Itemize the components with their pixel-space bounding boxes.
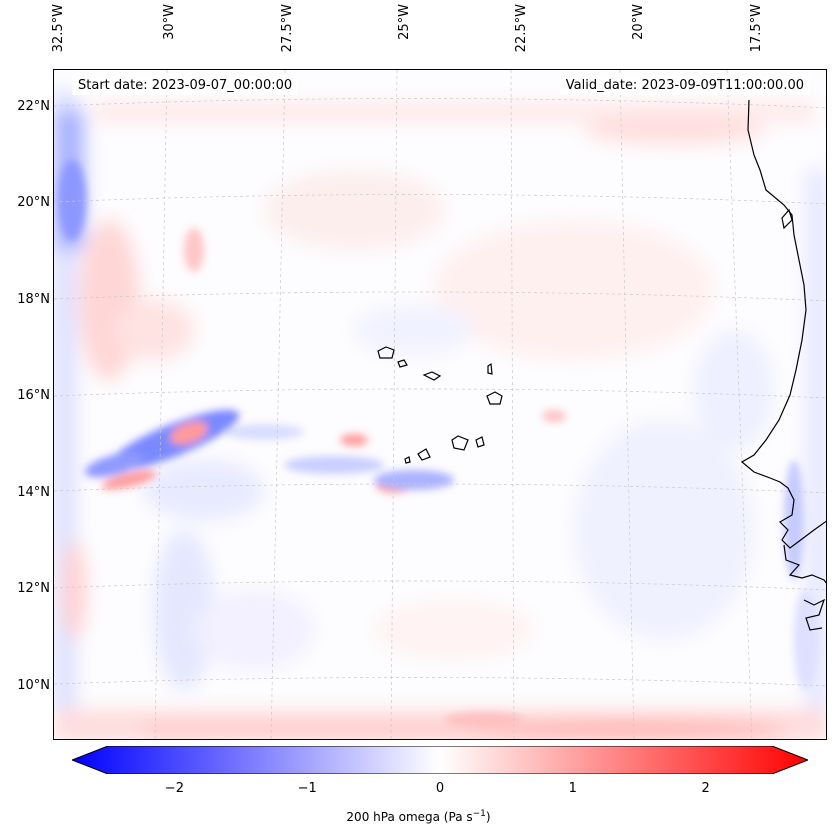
lat-label: 12°N — [17, 581, 50, 597]
island-sal — [487, 362, 493, 375]
lat-label: 18°N — [17, 291, 50, 307]
colorbar-gradient — [72, 746, 808, 774]
lat-label: 16°N — [17, 388, 50, 404]
colorbar-tick-label: −1 — [297, 781, 317, 796]
island-santiago — [451, 435, 469, 451]
lon-label: 20°W — [631, 4, 647, 40]
colorbar-tick-label: 1 — [568, 781, 577, 796]
island-sao-nicolau — [422, 371, 442, 381]
lat-label: 10°N — [17, 677, 50, 693]
omega-field-map — [54, 70, 826, 739]
southern-coast — [803, 598, 826, 631]
lon-label: 32.5°W — [51, 4, 66, 53]
start-date-label: Start date: 2023-09-07_00:00:00 — [72, 76, 299, 95]
colorbar-tick-label: 0 — [435, 781, 445, 796]
map-panel — [53, 69, 827, 740]
omega-broad-field — [54, 90, 826, 739]
lon-label: 22.5°W — [514, 4, 530, 53]
lat-label: 22°N — [17, 98, 50, 114]
lon-label: 17.5°W — [748, 4, 764, 53]
valid-date-label: Valid_date: 2023-09-09T11:00:00.00 — [559, 76, 810, 95]
colorbar-label: 200 hPa omega (Pa s−1) — [346, 809, 491, 824]
colorbar — [72, 746, 808, 774]
coastal-islet — [781, 208, 793, 230]
island-santo-antao — [377, 346, 395, 359]
lon-label: 25°W — [396, 4, 412, 40]
colorbar-tick-label: 2 — [701, 781, 710, 796]
african-coastline — [740, 99, 826, 549]
island-maio — [475, 436, 485, 448]
coastlines — [377, 99, 826, 631]
lat-label: 20°N — [17, 195, 50, 211]
omega-banded-features — [58, 160, 818, 728]
lon-label: 30°W — [162, 4, 178, 40]
island-brava — [404, 456, 411, 464]
lat-label: 14°N — [17, 484, 50, 500]
lon-label: 27.5°W — [279, 4, 295, 53]
island-fogo — [417, 448, 431, 461]
colorbar-tick-label: −2 — [164, 781, 184, 796]
island-sao-vicente — [397, 359, 408, 368]
island-boa-vista — [486, 391, 503, 405]
gridlines — [54, 70, 826, 739]
guinea-bissau-coast — [783, 544, 826, 584]
